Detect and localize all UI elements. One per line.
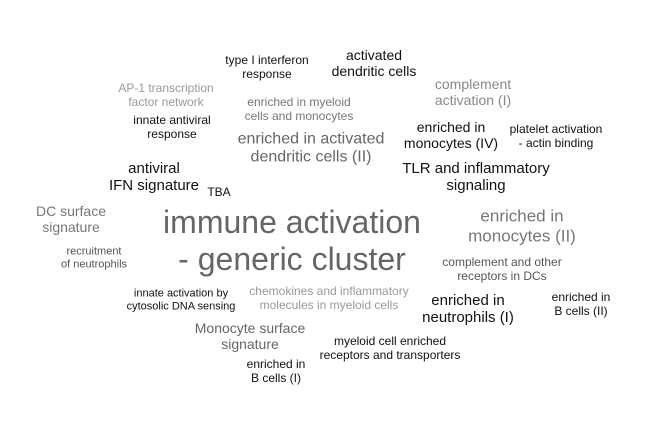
word-enriched-in-myeloid-cells: enriched in myeloid cells and monocytes: [244, 95, 354, 123]
word-immune-activation-generic-cluster: immune activation - generic cluster: [163, 204, 421, 277]
word-recruitment-of-neutrophils: recruitment of neutrophils: [60, 245, 128, 270]
word-type-i-interferon-response: type I interferon response: [225, 53, 309, 81]
word-platelet-activation: platelet activation - actin binding: [509, 122, 603, 150]
word-complement-and-other-receptors: complement and other receptors in DCs: [442, 255, 562, 283]
word-antiviral-ifn-signature: antiviral IFN signature: [108, 159, 200, 194]
word-monocyte-surface-signature: Monocyte surface signature: [194, 319, 306, 352]
word-enriched-in-activated-dc-ii: enriched in activated dendritic cells (I…: [237, 130, 385, 166]
word-innate-activation-cytosolic-dna: innate activation by cytosolic DNA sensi…: [126, 287, 236, 312]
word-innate-antiviral-response: innate antiviral response: [133, 113, 211, 141]
word-tba: TBA: [207, 185, 231, 200]
word-chemokines-and-inflammatory-molecules: chemokines and inflammatory molecules in…: [249, 284, 409, 312]
word-enriched-in-monocytes-iv: enriched in monocytes (IV): [403, 118, 499, 151]
word-myeloid-cell-enriched-receptors: myeloid cell enriched receptors and tran…: [319, 334, 461, 362]
word-activated-dendritic-cells: activated dendritic cells: [331, 46, 417, 79]
word-enriched-in-neutrophils-i: enriched in neutrophils (I): [422, 291, 514, 326]
word-tlr-and-inflammatory-signaling: TLR and inflammatory signaling: [402, 159, 550, 194]
word-enriched-in-b-cells-i: enriched in B cells (I): [246, 357, 306, 385]
word-complement-activation-i: complement activation (I): [434, 75, 512, 108]
word-dc-surface-signature: DC surface signature: [35, 202, 107, 235]
word-enriched-in-b-cells-ii: enriched in B cells (II): [551, 290, 611, 318]
word-enriched-in-monocytes-ii: enriched in monocytes (II): [468, 206, 576, 245]
word-ap1-transcription-factor-network: AP-1 transcription factor network: [118, 81, 214, 109]
